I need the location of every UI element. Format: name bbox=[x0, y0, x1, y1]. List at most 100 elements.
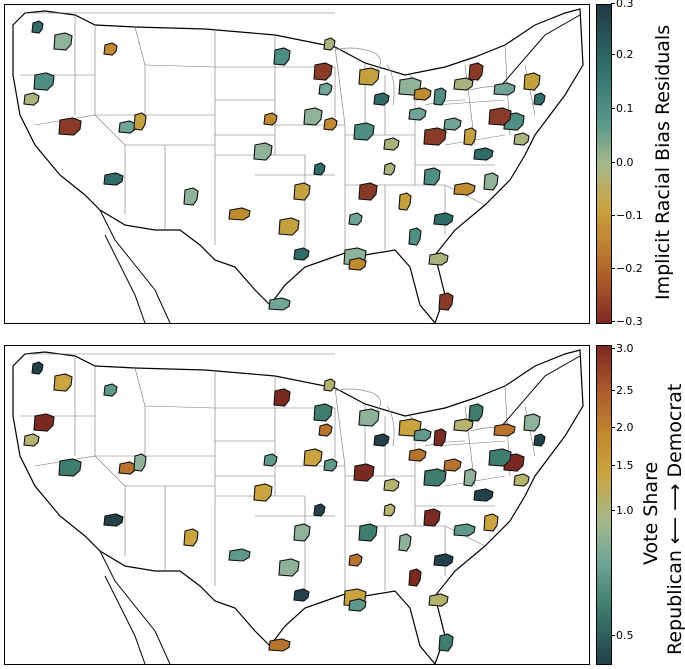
metro-area-region bbox=[433, 428, 447, 447]
colorbar-label-direction: Republican ⟵ ⟶ Democrat bbox=[664, 383, 685, 655]
metro-area-region bbox=[313, 403, 333, 422]
metro-area-region bbox=[423, 468, 447, 487]
metro-area-region bbox=[33, 72, 55, 91]
metro-area-region bbox=[423, 167, 441, 186]
metro-area-region bbox=[408, 227, 422, 246]
metro-area-region bbox=[313, 62, 333, 81]
metro-area-region bbox=[31, 361, 44, 375]
metro-area-region bbox=[348, 257, 367, 271]
metro-area-region bbox=[408, 107, 427, 121]
metro-area-region bbox=[253, 483, 273, 502]
metro-area-region bbox=[278, 217, 300, 236]
metro-area-region bbox=[323, 378, 336, 392]
metro-area-region bbox=[438, 633, 454, 652]
metro-area-region bbox=[483, 513, 499, 532]
regions bbox=[23, 361, 546, 652]
metro-area-region bbox=[408, 448, 427, 462]
metro-area-region bbox=[398, 533, 412, 552]
map-implicit-bias bbox=[4, 4, 590, 324]
metro-area-region bbox=[358, 67, 380, 86]
metro-area-region bbox=[278, 558, 300, 577]
metro-area-region bbox=[293, 588, 310, 602]
tick-label: 1.0 bbox=[611, 504, 634, 517]
metro-area-region bbox=[313, 162, 326, 176]
metro-area-region bbox=[183, 528, 199, 547]
metro-area-region bbox=[383, 137, 400, 151]
metro-area-region bbox=[413, 87, 432, 101]
colorbar-bias bbox=[596, 4, 612, 324]
metro-area-region bbox=[398, 192, 412, 211]
metro-area-region bbox=[33, 413, 55, 432]
metro-area-region bbox=[263, 453, 278, 467]
metro-area-region bbox=[428, 252, 449, 266]
metro-area-region bbox=[323, 458, 338, 472]
metro-area-region bbox=[133, 453, 147, 472]
metro-area-region bbox=[353, 463, 375, 482]
metro-area-region bbox=[303, 107, 323, 126]
metro-area-region bbox=[383, 478, 400, 492]
metro-area-region bbox=[408, 568, 422, 587]
tick-label: −0.2 bbox=[611, 262, 643, 275]
metro-area-region bbox=[318, 82, 333, 96]
metro-area-region bbox=[293, 247, 310, 261]
metro-area-region bbox=[433, 553, 454, 567]
metro-area-region bbox=[453, 418, 474, 432]
colorbar-vote-share bbox=[596, 345, 612, 665]
metro-area-region bbox=[253, 142, 273, 161]
metro-area-region bbox=[423, 127, 447, 146]
metro-area-region bbox=[58, 117, 82, 136]
metro-area-region bbox=[348, 598, 367, 612]
basemap bbox=[12, 349, 584, 664]
metro-area-region bbox=[443, 117, 462, 131]
metro-area-region bbox=[468, 403, 484, 422]
tick-label: 0.5 bbox=[611, 629, 634, 642]
tick-label: 1.5 bbox=[611, 459, 634, 472]
metro-area-region bbox=[273, 388, 291, 407]
us-map-top bbox=[12, 8, 584, 323]
metro-area-region bbox=[103, 383, 118, 397]
metro-area-region bbox=[273, 47, 291, 66]
metro-area-region bbox=[453, 77, 474, 91]
metro-area-region bbox=[488, 448, 512, 467]
metro-area-region bbox=[313, 503, 326, 517]
metro-area-region bbox=[228, 548, 251, 562]
metro-area-region bbox=[523, 413, 541, 432]
metro-area-region bbox=[438, 292, 454, 311]
metro-area-region bbox=[493, 423, 516, 437]
metro-area-region bbox=[103, 513, 124, 527]
tick-label: 2.5 bbox=[611, 384, 634, 397]
metro-area-region bbox=[463, 127, 477, 146]
metro-area-region bbox=[103, 42, 118, 56]
metro-area-region bbox=[268, 297, 291, 311]
metro-area-region bbox=[183, 187, 199, 206]
metro-area-region bbox=[31, 20, 44, 34]
tick-label: 0.1 bbox=[611, 102, 634, 115]
map-vote-share bbox=[4, 345, 590, 665]
metro-area-region bbox=[133, 112, 147, 131]
metro-area-region bbox=[323, 37, 336, 51]
basemap bbox=[12, 8, 584, 323]
metro-area-region bbox=[353, 122, 375, 141]
colorbar-label-bias: Implicit Racial Bias Residuals bbox=[652, 24, 674, 300]
metro-area-region bbox=[373, 92, 390, 106]
tick-label: 0.3 bbox=[611, 0, 634, 10]
metro-area-region bbox=[348, 212, 363, 226]
metro-area-region bbox=[428, 593, 449, 607]
metro-area-region bbox=[228, 207, 251, 221]
metro-area-region bbox=[473, 488, 494, 502]
metro-area-region bbox=[533, 433, 546, 447]
metro-area-region bbox=[358, 523, 378, 542]
metro-area-region bbox=[53, 32, 73, 51]
tick-label: 0.0 bbox=[611, 156, 634, 169]
metro-area-region bbox=[383, 162, 396, 176]
metro-area-region bbox=[513, 473, 530, 487]
tick-label: −0.3 bbox=[611, 315, 643, 328]
tick-label: 0.2 bbox=[611, 48, 634, 61]
metro-area-region bbox=[513, 132, 530, 146]
tick-label: 2.0 bbox=[611, 421, 634, 434]
metro-area-region bbox=[453, 182, 476, 196]
metro-area-region bbox=[23, 92, 40, 106]
metro-area-region bbox=[53, 373, 73, 392]
metro-area-region bbox=[348, 553, 363, 567]
metro-area-region bbox=[413, 428, 432, 442]
